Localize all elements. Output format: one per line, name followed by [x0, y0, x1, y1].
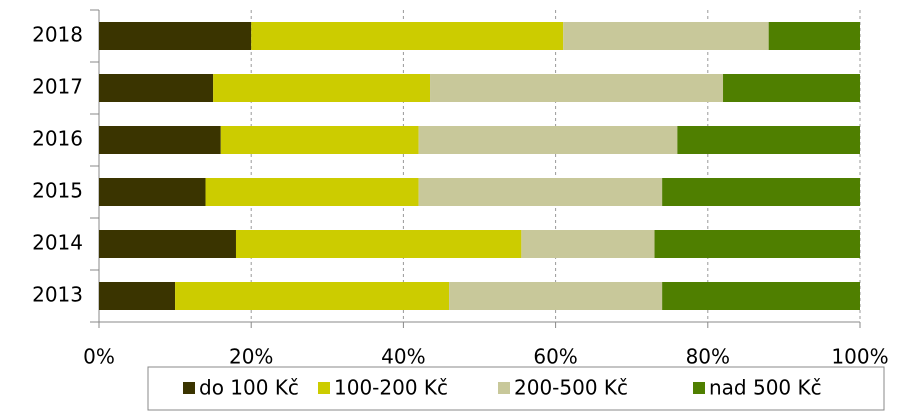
- bar-segment: [99, 74, 214, 102]
- bar-segment: [175, 282, 450, 310]
- x-tick-label: 40%: [381, 345, 425, 369]
- legend-label: 100-200 Kč: [334, 376, 448, 400]
- x-tick-label: 100%: [831, 345, 888, 369]
- y-tick-label: 2014: [32, 231, 83, 255]
- y-tick-label: 2017: [32, 75, 83, 99]
- legend-label: 200-500 Kč: [514, 376, 628, 400]
- y-tick-label: 2013: [32, 283, 83, 307]
- bar-segment: [213, 74, 431, 102]
- bar-segment: [662, 178, 860, 206]
- x-tick-label: 20%: [229, 345, 273, 369]
- legend-box: [147, 366, 885, 411]
- legend-swatch: [318, 382, 330, 394]
- legend-swatch: [498, 382, 510, 394]
- bar-segment: [654, 230, 860, 258]
- y-tick-label: 2018: [32, 23, 83, 47]
- bar-segment: [449, 282, 663, 310]
- bar-segment: [521, 230, 655, 258]
- bar-segment: [430, 74, 724, 102]
- bar-segment: [768, 22, 860, 50]
- bar-segment: [418, 178, 663, 206]
- y-tick-label: 2015: [32, 179, 83, 203]
- bar-segment: [220, 126, 419, 154]
- bar-segment: [99, 230, 236, 258]
- bar-segment: [99, 178, 206, 206]
- bar-segment: [563, 22, 769, 50]
- bar-segment: [723, 74, 860, 102]
- bar-segment: [251, 22, 564, 50]
- bar-segment: [418, 126, 678, 154]
- bar-segment: [205, 178, 419, 206]
- legend-label: do 100 Kč: [199, 376, 299, 400]
- x-tick-label: 60%: [533, 345, 577, 369]
- y-tick-label: 2016: [32, 127, 83, 151]
- bar-segment: [677, 126, 860, 154]
- legend-swatch: [693, 382, 705, 394]
- legend-label: nad 500 Kč: [709, 376, 822, 400]
- x-tick-label: 80%: [686, 345, 730, 369]
- bar-segment: [99, 22, 252, 50]
- bar-segment: [99, 282, 176, 310]
- bar-segment: [99, 126, 221, 154]
- x-tick-label: 0%: [83, 345, 115, 369]
- legend-swatch: [183, 382, 195, 394]
- bar-segment: [235, 230, 522, 258]
- bar-segment: [662, 282, 860, 310]
